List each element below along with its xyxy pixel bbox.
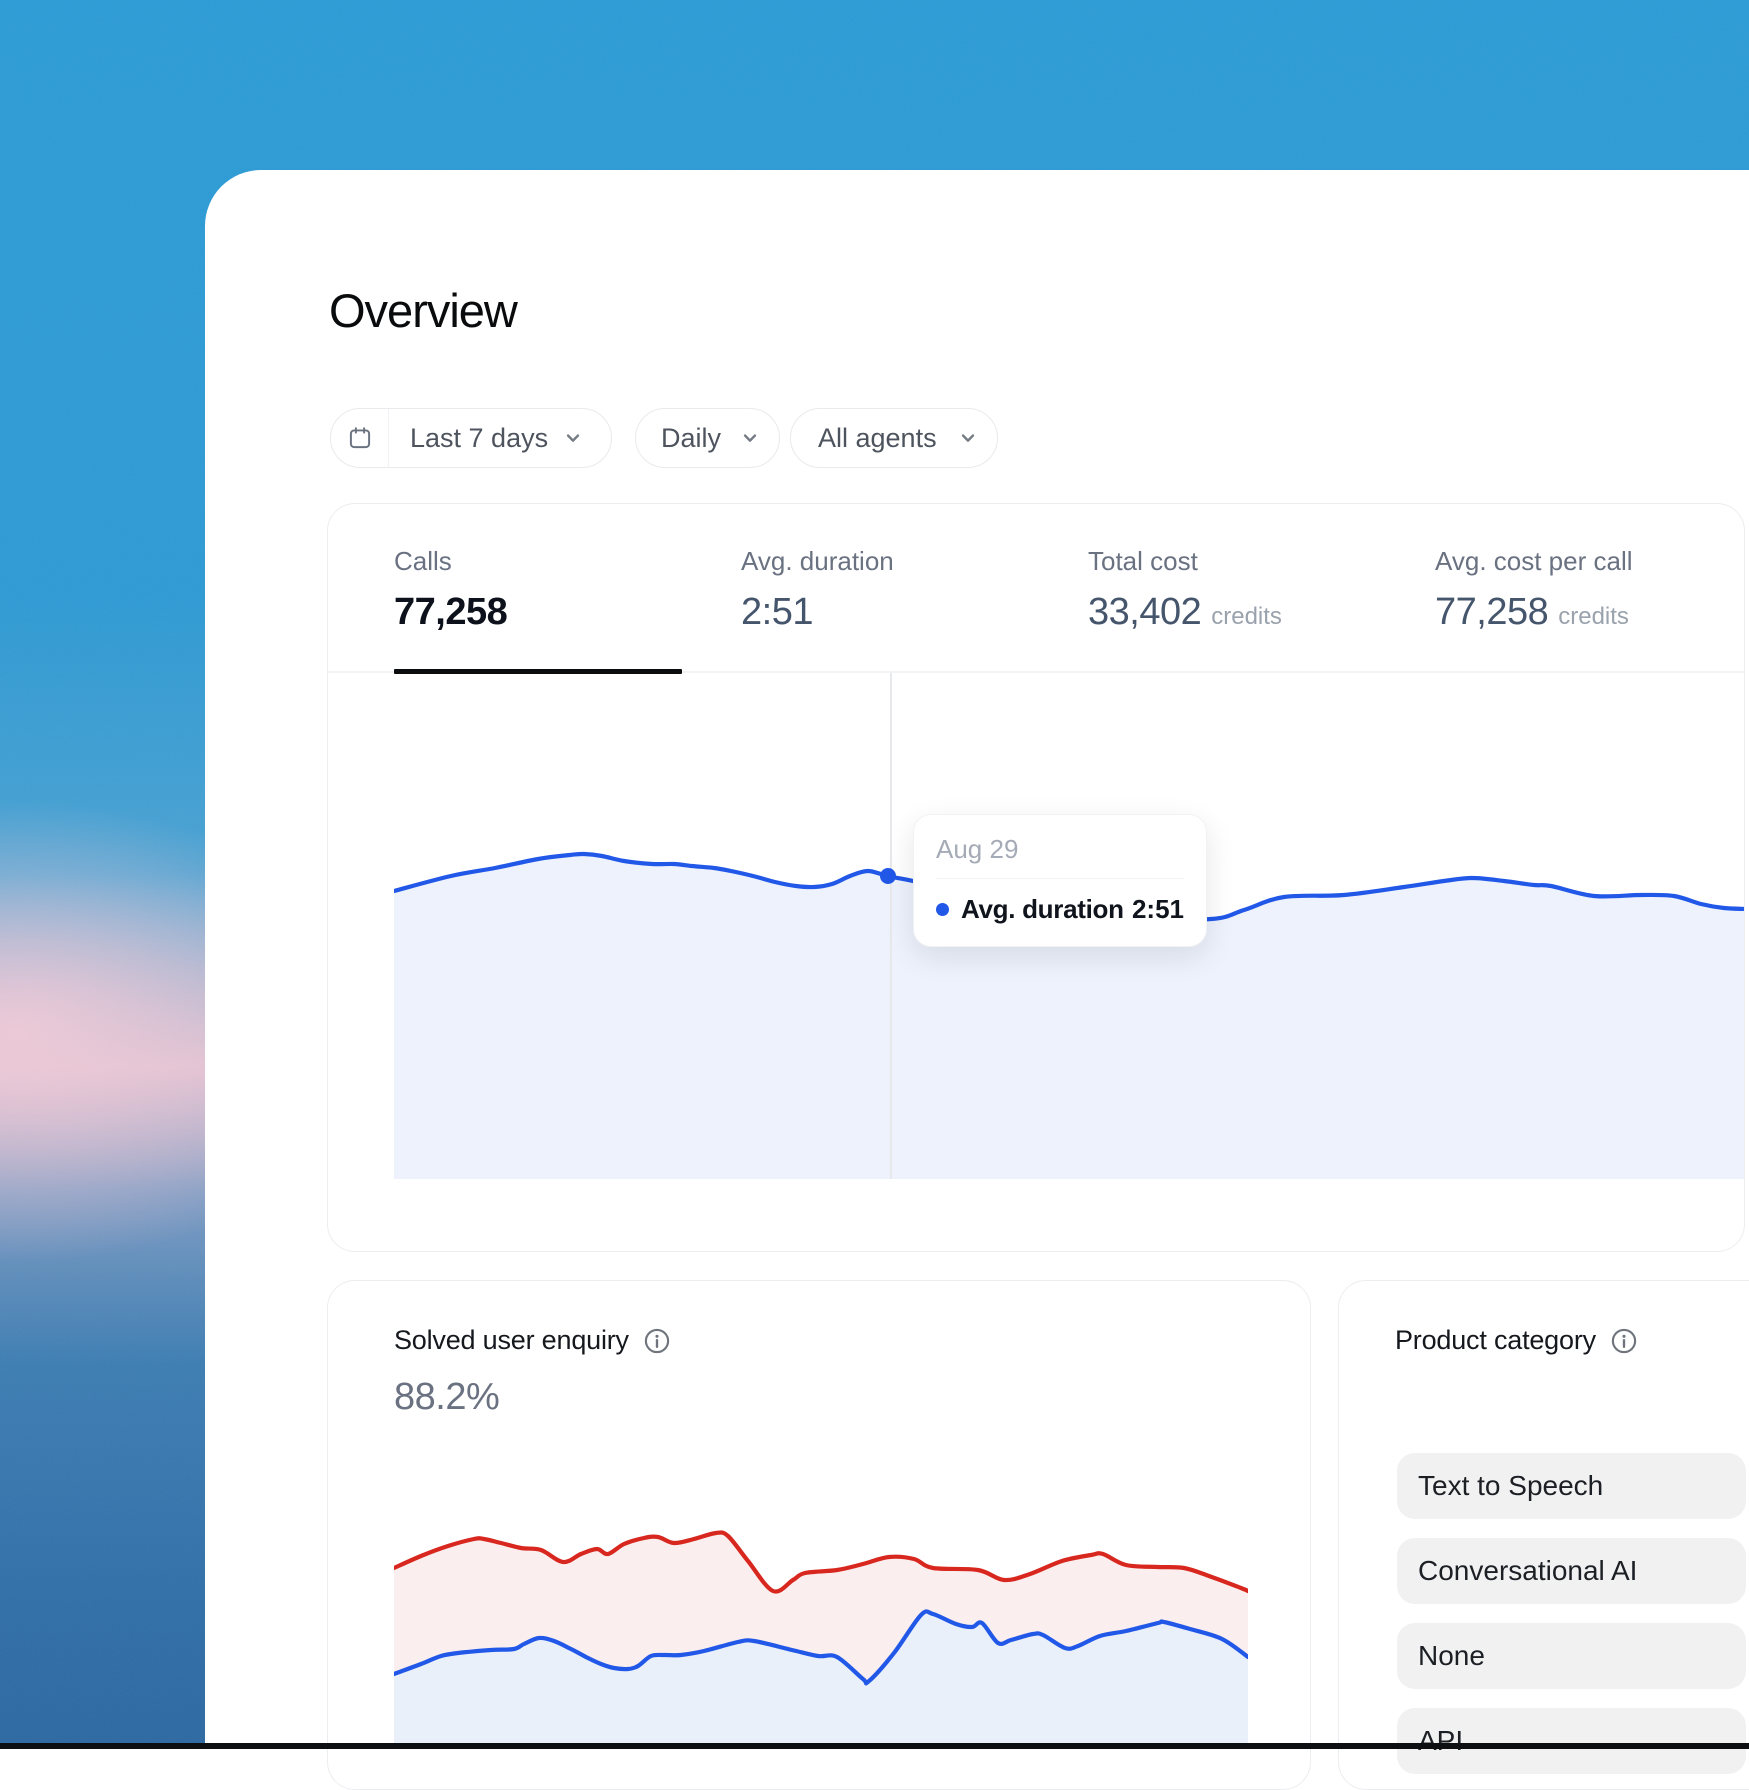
tooltip-date: Aug 29	[936, 834, 1184, 879]
product-card-title: Product category	[1395, 1325, 1596, 1355]
stat-value: 2:51	[741, 591, 813, 633]
agents-label: All agents	[818, 422, 937, 453]
tooltip-value: 2:51	[1131, 894, 1184, 924]
stats-divider	[328, 671, 1744, 673]
category-label: Conversational AI	[1418, 1555, 1638, 1586]
category-item-api[interactable]: API	[1397, 1708, 1746, 1774]
category-item-text-to-speech[interactable]: Text to Speech	[1397, 1453, 1746, 1519]
granularity-dropdown[interactable]: Daily	[635, 408, 780, 468]
product-category-card: Product category Text to Speech Conversa…	[1338, 1280, 1749, 1790]
stat-tab-calls[interactable]: Calls 77,258	[394, 546, 508, 634]
solved-user-enquiry-card: Solved user enquiry 88.2%	[327, 1280, 1311, 1790]
calendar-icon	[331, 409, 389, 467]
active-tab-underline	[394, 669, 682, 674]
stat-label: Total cost	[1088, 546, 1198, 576]
solved-percentage-value: 88.2%	[394, 1376, 500, 1418]
agents-dropdown[interactable]: All agents	[790, 408, 998, 468]
chevron-down-icon	[739, 427, 761, 449]
date-range-dropdown[interactable]: Last 7 days	[330, 408, 612, 468]
solved-card-title: Solved user enquiry	[394, 1325, 629, 1355]
stat-tab-total-cost[interactable]: Total cost 33,402 credits	[1088, 546, 1282, 634]
stat-value: 77,258	[394, 591, 508, 633]
main-trend-chart[interactable]	[394, 673, 1744, 1179]
chart-tooltip: Aug 29 Avg. duration 2:51	[913, 814, 1207, 947]
category-item-none[interactable]: None	[1397, 1623, 1746, 1689]
tooltip-series-label: Avg. duration	[961, 894, 1124, 924]
date-range-label: Last 7 days	[410, 422, 549, 453]
granularity-label: Daily	[661, 422, 722, 453]
stat-value: 33,402	[1088, 591, 1202, 633]
series-dot-icon	[936, 903, 949, 916]
page-title: Overview	[329, 284, 518, 337]
chevron-down-icon	[562, 427, 584, 449]
solved-enquiry-chart[interactable]	[391, 1481, 1251, 1744]
bottom-edge-bar	[0, 1743, 1749, 1749]
chevron-down-icon	[957, 427, 979, 449]
category-label: Text to Speech	[1418, 1470, 1604, 1501]
solved-enquiry-area-chart	[391, 1530, 1251, 1744]
chart-hover-line	[890, 673, 892, 1179]
stat-label: Calls	[394, 546, 452, 576]
chart-hover-dot	[880, 868, 896, 884]
category-label: None	[1418, 1640, 1485, 1671]
info-icon[interactable]	[643, 1327, 671, 1355]
overview-metrics-card: Calls 77,258 Avg. duration 2:51 Total co…	[327, 503, 1745, 1252]
stat-value-unit: credits	[1211, 603, 1282, 630]
stat-tab-avg-duration[interactable]: Avg. duration 2:51	[741, 546, 894, 634]
category-label: API	[1418, 1725, 1464, 1756]
stat-value-unit: credits	[1558, 603, 1629, 630]
stat-tab-avg-cost-per-call[interactable]: Avg. cost per call 77,258 credits	[1435, 546, 1633, 634]
stat-value: 77,258	[1435, 591, 1549, 633]
category-item-conversational-ai[interactable]: Conversational AI	[1397, 1538, 1746, 1604]
stat-label: Avg. duration	[741, 546, 894, 576]
info-icon[interactable]	[1610, 1327, 1638, 1355]
stat-label: Avg. cost per call	[1435, 546, 1633, 576]
